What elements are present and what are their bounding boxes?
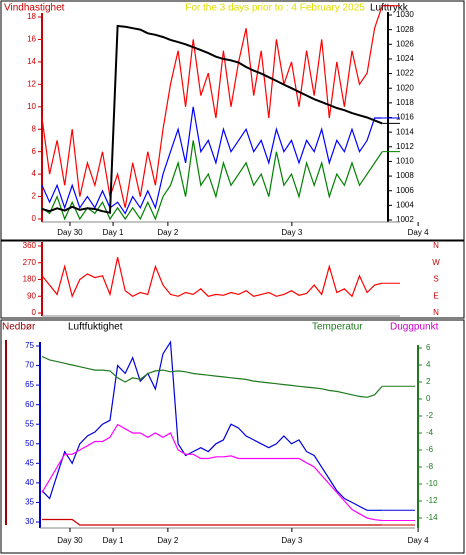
x-tick-label: Day 2 [157, 228, 178, 237]
y2-tick-label: 1006 [396, 186, 414, 195]
x-tick-label: Day 2 [157, 536, 178, 545]
y-tick-label: 270 [23, 258, 37, 267]
y-tick-label: 14 [27, 57, 36, 66]
y2-tick-label: 1012 [396, 142, 414, 151]
y2-tick-label: 1002 [396, 215, 414, 224]
panel-frame [0, 0, 465, 241]
x-tick-label: Day 1 [103, 536, 124, 545]
y-tick-label: 45 [25, 458, 34, 467]
series-line [41, 340, 383, 511]
y-label: Vindhastighet [4, 3, 65, 14]
y2-label: Temperatur [312, 322, 363, 333]
y-tick-label: 6 [32, 147, 37, 156]
y2-tick-label: 1014 [396, 127, 414, 136]
y-tick-label: 35 [25, 498, 34, 507]
y2-tick-label: -14 [426, 513, 438, 522]
y-tick-label: 75 [25, 341, 34, 350]
x-tick-label: Day 4 [408, 536, 429, 545]
y2-tick-label: W [432, 258, 440, 267]
y2-tick-label: 1020 [396, 83, 414, 92]
y2-tick-label: -6 [426, 445, 434, 454]
y2-tick-label: 4 [426, 360, 431, 369]
y-tick-label: 12 [27, 79, 36, 88]
y2-tick-label: -2 [426, 411, 434, 420]
panel-frame [0, 319, 465, 554]
y-tick-label: 0 [32, 308, 37, 317]
y2-tick-label: 1016 [396, 113, 414, 122]
y-tick-label: 30 [25, 517, 34, 526]
x-tick-label: Day 4 [408, 228, 429, 237]
series-line [41, 355, 383, 398]
y2-tick-label: 1030 [396, 10, 414, 19]
y2-tick-label: 1010 [396, 157, 414, 166]
y2-tick-label: 1008 [396, 171, 414, 180]
y2-tick-label: N [433, 308, 439, 317]
y2-label: Duggpunkt [390, 322, 439, 333]
series-line [41, 423, 383, 522]
y-tick-label: 70 [25, 361, 34, 370]
series-line [41, 140, 383, 221]
y2-tick-label: -12 [426, 496, 438, 505]
y-tick-label: 4 [32, 169, 37, 178]
panel-frame [0, 240, 465, 319]
y3-label: Nedbør [2, 322, 36, 333]
y-label: Luftfuktighet [68, 322, 123, 333]
y-tick-label: 40 [25, 478, 34, 487]
y-tick-label: 65 [25, 380, 34, 389]
y2-tick-label: 1004 [396, 200, 414, 209]
y-tick-label: 60 [25, 400, 34, 409]
y2-tick-label: 1018 [396, 98, 414, 107]
y-tick-label: 18 [27, 12, 36, 21]
y2-tick-label: N [433, 241, 439, 250]
y-tick-label: 2 [32, 192, 37, 201]
y2-label: Lufttrykk [370, 3, 409, 14]
series-line [41, 257, 383, 299]
y-tick-label: 180 [23, 275, 37, 284]
y2-tick-label: 1026 [396, 39, 414, 48]
x-tick-label: Day 30 [57, 536, 83, 545]
x-tick-label: Day 30 [57, 228, 83, 237]
series-line [41, 106, 383, 215]
series-line [42, 518, 383, 526]
y-tick-label: 50 [25, 439, 34, 448]
y2-tick-label: S [433, 275, 438, 284]
y2-tick-label: 1028 [396, 25, 414, 34]
y2-tick-label: -10 [426, 479, 438, 488]
series-line [41, 5, 383, 208]
y2-tick-label: 6 [426, 343, 431, 352]
y2-tick-label: -8 [426, 462, 434, 471]
y-tick-label: 55 [25, 419, 34, 428]
y2-tick-label: 1022 [396, 69, 414, 78]
y2-tick-label: 2 [426, 377, 431, 386]
x-tick-label: Day 3 [281, 536, 302, 545]
y-tick-label: 16 [27, 35, 36, 44]
y2-tick-label: E [433, 291, 438, 300]
y-tick-label: 360 [23, 241, 37, 250]
x-tick-label: Day 1 [103, 228, 124, 237]
series-line [41, 24, 383, 214]
chart-title: For the 3 days prior to : 4 February 202… [185, 3, 365, 14]
y-tick-label: 90 [27, 291, 36, 300]
y2-tick-label: 1024 [396, 54, 414, 63]
y-tick-label: 8 [32, 124, 37, 133]
y-tick-label: 0 [32, 214, 37, 223]
x-tick-label: Day 3 [281, 228, 302, 237]
y2-tick-label: 0 [426, 394, 431, 403]
y-tick-label: 10 [27, 102, 36, 111]
y2-tick-label: -4 [426, 428, 434, 437]
